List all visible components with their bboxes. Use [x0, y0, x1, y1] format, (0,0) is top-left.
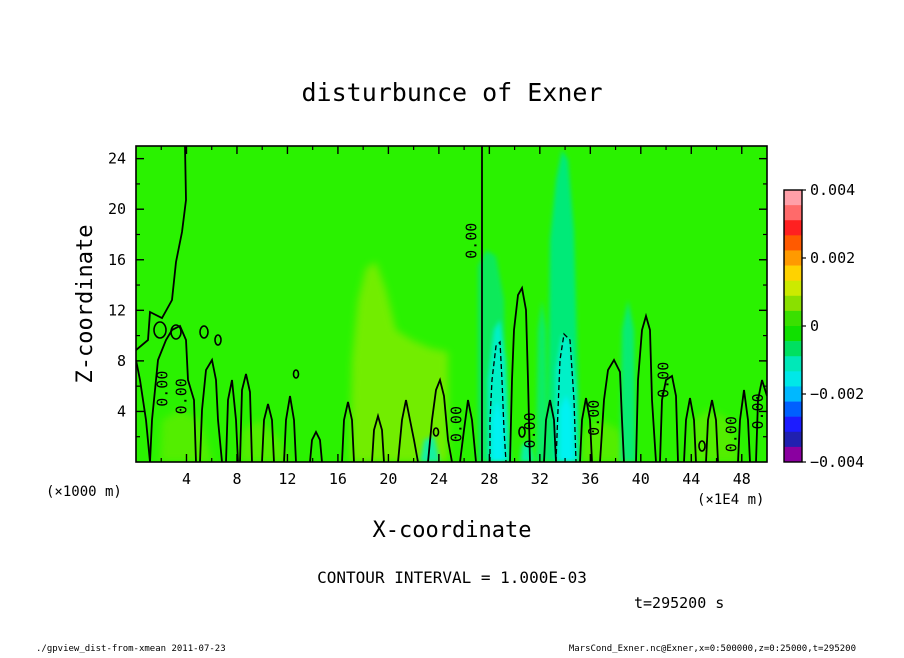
colorbar-swatch [784, 356, 802, 372]
x-axis: 4 8 12 16 20 24 28 32 36 40 44 48 [160, 146, 751, 488]
contour-interval: CONTOUR INTERVAL = 1.000E-03 [317, 568, 587, 587]
colorbar-swatch [784, 341, 802, 357]
chart-title: disturbunce of Exner [301, 78, 602, 107]
x-tick-label: 4 [182, 470, 191, 488]
colorbar-label: −0.004 [810, 453, 864, 471]
x-tick-label: 40 [632, 470, 650, 488]
y-axis-label: Z-coordinate [73, 225, 98, 384]
x-unit-left: (×1000 m) [46, 484, 122, 500]
contour-label: 0.00 [585, 400, 603, 436]
colorbar-swatch [784, 326, 802, 342]
colorbar-swatch [784, 310, 802, 327]
positive-anomalies [160, 262, 740, 462]
contour-small-loops [153, 321, 706, 452]
x-tick-label: 32 [531, 470, 549, 488]
colorbar-swatch [784, 205, 802, 221]
time-label: t=295200 s [634, 594, 724, 612]
contour-label: 0.00 [521, 412, 539, 448]
colorbar-swatch [784, 371, 802, 387]
contour-label: 0.00 [154, 371, 172, 407]
x-tick-label: 48 [733, 470, 751, 488]
colorbar-swatch [784, 446, 802, 463]
colorbar-swatch [784, 295, 802, 312]
contour-lines [136, 146, 767, 462]
x-tick-label: 24 [430, 470, 448, 488]
colorbar-swatch [784, 235, 802, 251]
x-tick-label: 20 [379, 470, 397, 488]
colorbar-swatch [784, 416, 802, 433]
y-tick-label: 12 [108, 301, 126, 319]
colorbar-label: −0.002 [810, 385, 864, 403]
colorbar-label: 0 [810, 317, 819, 335]
footer-left: ./gpview_dist-from-xmean 2011-07-23 [36, 644, 226, 654]
colorbar-label: 0.004 [810, 181, 855, 199]
colorbar-swatch [784, 190, 802, 206]
colorbar-swatch [784, 386, 802, 402]
x-tick-label: 12 [278, 470, 296, 488]
negative-anomalies [420, 150, 636, 462]
x-tick-label: 28 [480, 470, 498, 488]
x-tick-label: 8 [232, 470, 241, 488]
y-tick-label: 16 [108, 251, 126, 269]
x-tick-label: 44 [682, 470, 700, 488]
contour-label: 0.00 [723, 416, 741, 452]
colorbar-label: 0.002 [810, 249, 855, 267]
negative-contours [489, 332, 577, 462]
y-tick-label: 24 [108, 150, 126, 168]
x-tick-label: 36 [581, 470, 599, 488]
x-tick-label: 16 [329, 470, 347, 488]
contour-label: 0.00 [655, 362, 673, 398]
contour-label: 0.00 [749, 393, 767, 429]
colorbar-swatch [784, 280, 802, 297]
colorbar-swatch [784, 431, 802, 448]
colorbar-swatch [784, 401, 802, 417]
colorbar-swatch [784, 250, 802, 266]
contour-label: 0.00 [463, 223, 481, 259]
footer-right: MarsCond_Exner.nc@Exner,x=0:500000,z=0:2… [569, 644, 856, 654]
x-unit-right: (×1E4 m) [697, 492, 764, 508]
y-tick-label: 8 [117, 352, 126, 370]
contour-label: 0.00 [172, 378, 190, 414]
plot-frame [135, 145, 768, 463]
y-axis: 4 8 12 16 20 24 [108, 150, 767, 438]
y-tick-label: 20 [108, 200, 126, 218]
colorbar-swatch [784, 220, 802, 236]
contour-label: 0.00 [448, 406, 466, 442]
plot-area: 0.000.00 0.000.00 0.00 0.000.000.000.00 [136, 146, 767, 462]
contour-label-layer: 0.000.00 0.000.00 0.00 0.000.000.000.00 [154, 223, 767, 453]
colorbar-swatch [784, 265, 802, 281]
colorbar: 0.004 0.002 0 −0.002 −0.004 [783, 181, 864, 471]
x-axis-label: X-coordinate [373, 518, 532, 543]
y-tick-label: 4 [117, 402, 126, 420]
